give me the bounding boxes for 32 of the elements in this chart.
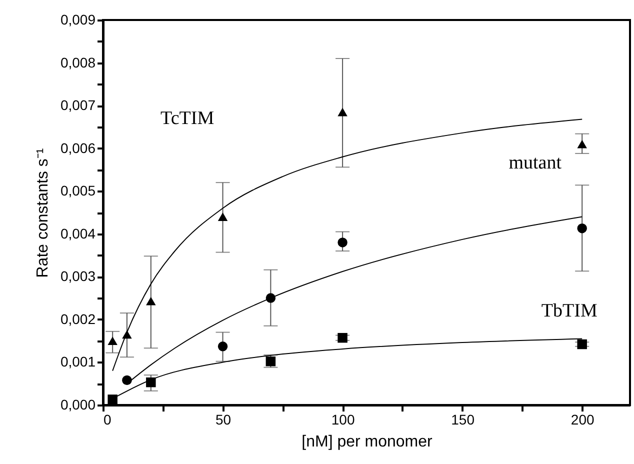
y-axis-title: Rate constants s⁻¹ [34,148,52,278]
x-tick-label: 200 [570,412,594,428]
y-tick-label: 0,007 [60,97,96,114]
y-tick-label: 0,004 [60,225,96,242]
x-tick-label: 50 [215,412,232,428]
y-tick-label: 0,000 [60,396,96,412]
annotation: TbTIM [541,300,598,322]
point [218,212,228,221]
point [146,296,156,306]
y-tick-label: 0,008 [60,54,96,70]
x-axis-title: [nM] per monomer [302,434,434,450]
point [577,223,587,234]
point [338,332,348,343]
point [577,339,587,350]
y-tick-label: 0,009 [60,12,96,28]
point [122,375,132,386]
y-tick-label: 0,003 [60,268,96,284]
point [577,140,587,148]
point [338,238,348,248]
y-tick-label: 0,006 [60,140,96,156]
annotation: TcTIM [160,108,214,130]
annotation: mutant [508,152,562,174]
x-tick-label: 100 [331,412,355,428]
y-tick-label: 0,005 [60,182,96,199]
point [338,108,348,116]
y-tick-label: 0,002 [60,310,96,327]
x-tick-label: 150 [451,412,475,428]
point [108,394,118,404]
point [218,342,228,352]
y-tick-label: 0,001 [60,354,96,370]
point [108,336,118,346]
x-tick-label: 0 [104,412,112,428]
